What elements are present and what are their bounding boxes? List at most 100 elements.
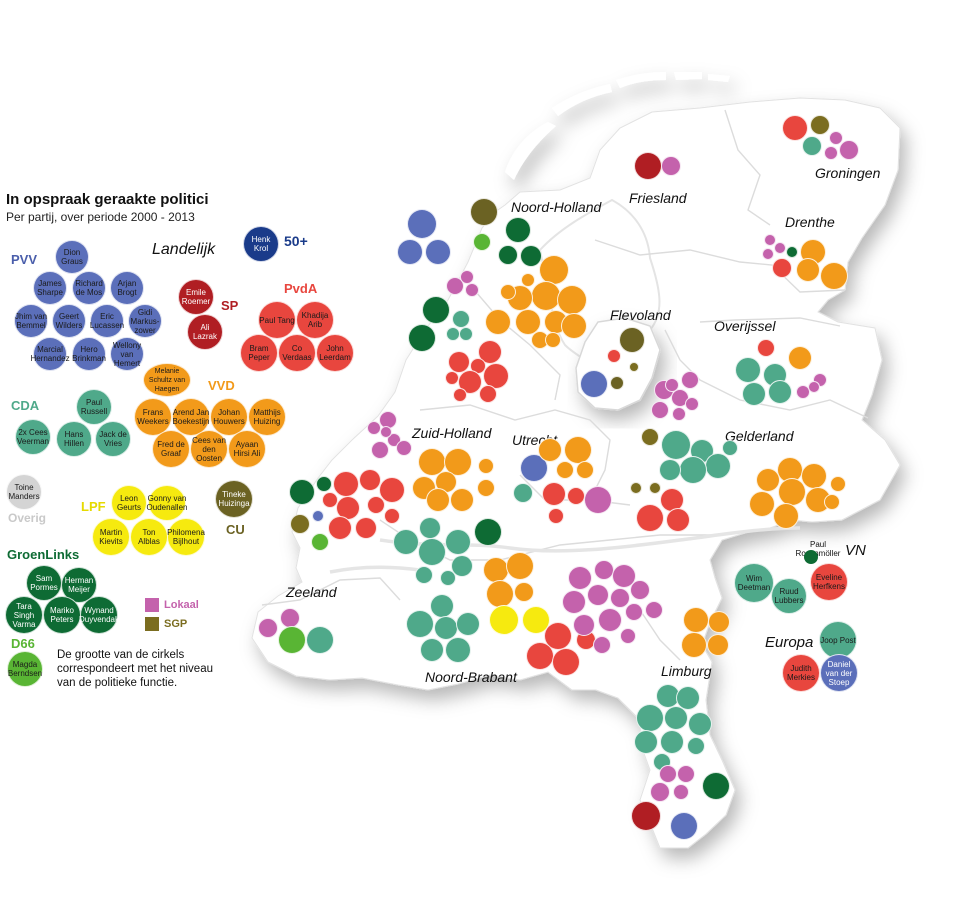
politician-bubble: Ton Alblas xyxy=(130,518,168,556)
regional-bubble xyxy=(824,494,840,510)
regional-bubble xyxy=(538,438,562,462)
regional-bubble xyxy=(802,136,822,156)
politician-bubble: Wynand Duyvendak xyxy=(79,596,119,634)
regional-bubble xyxy=(371,441,389,459)
regional-bubble xyxy=(446,277,464,295)
regional-bubble xyxy=(634,152,662,180)
regional-bubble xyxy=(514,582,534,602)
regional-bubble xyxy=(470,198,498,226)
infographic-subtitle: Per partij, over periode 2000 - 2013 xyxy=(6,210,195,224)
politician-bubble: Eveline Herfkens xyxy=(810,563,848,601)
region-drenthe: Drenthe xyxy=(785,214,835,230)
legend-sgp-swatch xyxy=(145,617,159,631)
regional-bubble xyxy=(778,478,806,506)
regional-bubble xyxy=(479,385,497,403)
regional-bubble xyxy=(478,458,494,474)
heading-pvv: PVV xyxy=(11,252,38,267)
regional-bubble xyxy=(312,510,324,522)
politician-bubble: John Leerdam xyxy=(316,334,354,372)
rosenmoller-dot xyxy=(804,550,818,564)
regional-bubble xyxy=(670,812,698,840)
region-noord-brabant: Noord-Brabant xyxy=(425,669,517,685)
region-gelderland: Gelderland xyxy=(725,428,794,444)
politician-bubble: Paul Rosenmöller xyxy=(795,540,841,558)
regional-bubble xyxy=(824,146,838,160)
regional-bubble xyxy=(430,594,454,618)
politician-bubble: Paul Tang xyxy=(258,301,296,339)
heading-pvda: PvdA xyxy=(284,281,318,296)
regional-bubble xyxy=(598,608,622,632)
regional-bubble xyxy=(448,351,470,373)
regional-bubble xyxy=(567,487,585,505)
regional-bubble xyxy=(786,246,798,258)
politician-bubble: 2x Cees Veerman xyxy=(15,419,51,455)
politician-bubble: Dion Graus xyxy=(55,240,89,274)
politician-bubble: Magda Berndsen xyxy=(7,651,43,687)
regional-bubble xyxy=(810,115,830,135)
regional-bubble xyxy=(594,560,614,580)
politician-bubble: Wellony van Hemert xyxy=(110,337,144,371)
regional-bubble xyxy=(681,371,699,389)
regional-bubble xyxy=(367,496,385,514)
politician-bubble: James Sharpe xyxy=(33,271,67,305)
regional-bubble xyxy=(408,324,436,352)
regional-bubble xyxy=(418,538,446,566)
regional-bubble xyxy=(707,634,729,656)
regional-bubble xyxy=(425,239,451,265)
regional-bubble xyxy=(610,588,630,608)
regional-bubble xyxy=(830,476,846,492)
heading-europa: Europa xyxy=(765,634,814,651)
regional-bubble xyxy=(445,529,471,555)
regional-bubble xyxy=(446,327,460,341)
regional-bubble xyxy=(634,730,658,754)
politician-bubble: Sam Pormes xyxy=(26,565,62,601)
regional-bubble xyxy=(526,642,554,670)
regional-bubble xyxy=(625,603,643,621)
regional-bubble xyxy=(762,248,774,260)
regional-bubble xyxy=(486,580,514,608)
legend-lokaal-swatch xyxy=(145,598,159,612)
politician-bubble: Cees van den Oosten xyxy=(190,430,228,468)
regional-bubble xyxy=(659,765,677,783)
regional-bubble xyxy=(367,421,381,435)
regional-bubble xyxy=(650,782,670,802)
politician-bubble: Arend Jan Boekestijn xyxy=(172,398,210,436)
regional-bubble xyxy=(573,614,595,636)
regional-bubble xyxy=(666,508,690,532)
regional-bubble xyxy=(735,357,761,383)
regional-bubble xyxy=(548,508,564,524)
regional-bubble xyxy=(545,332,561,348)
regional-bubble xyxy=(681,632,707,658)
regional-bubble xyxy=(661,156,681,176)
regional-bubble xyxy=(782,115,808,141)
regional-bubble xyxy=(610,376,624,390)
heading-vn: VN xyxy=(845,542,866,559)
regional-bubble xyxy=(456,612,480,636)
regional-bubble xyxy=(580,370,608,398)
heading-groenlinks: GroenLinks xyxy=(7,547,80,562)
regional-bubble xyxy=(636,504,664,532)
regional-bubble xyxy=(311,533,329,551)
regional-bubble xyxy=(498,245,518,265)
province-borders xyxy=(261,109,869,661)
heading-overig: Overig xyxy=(8,511,47,525)
regional-bubble xyxy=(619,327,645,353)
regional-bubble xyxy=(688,712,712,736)
heading-landelijk: Landelijk xyxy=(152,241,216,258)
regional-bubble xyxy=(708,611,730,633)
regional-bubble xyxy=(651,401,669,419)
regional-bubble xyxy=(584,486,612,514)
regional-bubble xyxy=(489,605,519,635)
wadden-islands xyxy=(505,72,730,180)
regional-bubble xyxy=(687,737,705,755)
regional-bubble xyxy=(460,270,474,284)
politician-bubble: Hans Hillen xyxy=(56,421,92,457)
heading-50plus: 50+ xyxy=(284,233,308,249)
politician-bubble: Jhim van Bemmel xyxy=(14,304,48,338)
regional-bubble xyxy=(415,566,433,584)
region-flevoland: Flevoland xyxy=(610,307,671,323)
politician-bubble: Khadija Arib xyxy=(296,301,334,339)
politician-bubble: Hero Brinkman xyxy=(72,337,106,371)
politician-bubble: Tineke Huizinga xyxy=(215,480,253,518)
heading-lpf: LPF xyxy=(81,499,106,514)
